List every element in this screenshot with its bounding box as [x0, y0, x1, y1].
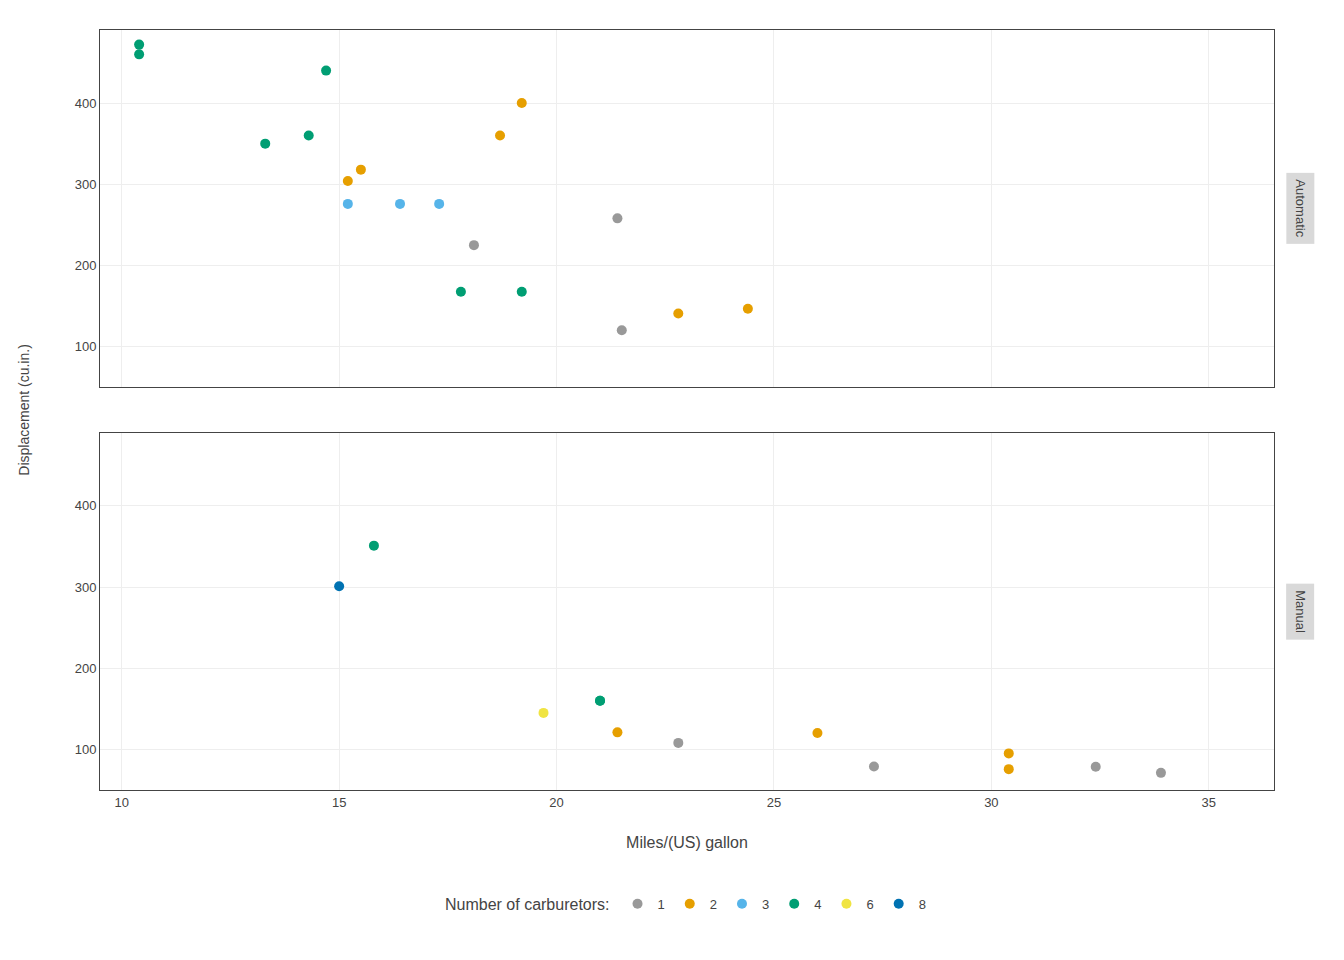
svg-text:200: 200 [75, 661, 97, 676]
svg-text:200: 200 [75, 258, 97, 273]
svg-text:35: 35 [1202, 795, 1216, 810]
svg-text:Automatic: Automatic [1293, 179, 1308, 237]
svg-text:400: 400 [75, 498, 97, 513]
svg-text:Displacement (cu.in.): Displacement (cu.in.) [16, 344, 32, 476]
svg-text:Manual: Manual [1293, 590, 1308, 633]
svg-text:25: 25 [767, 795, 781, 810]
svg-text:6: 6 [866, 897, 873, 912]
svg-text:300: 300 [75, 177, 97, 192]
svg-text:30: 30 [984, 795, 998, 810]
svg-text:8: 8 [919, 897, 926, 912]
svg-text:15: 15 [332, 795, 346, 810]
svg-text:100: 100 [75, 339, 97, 354]
svg-text:20: 20 [549, 795, 563, 810]
svg-text:400: 400 [75, 96, 97, 111]
svg-text:100: 100 [75, 742, 97, 757]
svg-text:300: 300 [75, 580, 97, 595]
svg-text:1: 1 [658, 897, 665, 912]
svg-text:3: 3 [762, 897, 769, 912]
svg-text:2: 2 [710, 897, 717, 912]
svg-text:Number of carburetors:: Number of carburetors: [445, 896, 610, 913]
svg-text:10: 10 [115, 795, 129, 810]
svg-text:4: 4 [814, 897, 821, 912]
svg-text:Miles/(US) gallon: Miles/(US) gallon [626, 834, 748, 851]
